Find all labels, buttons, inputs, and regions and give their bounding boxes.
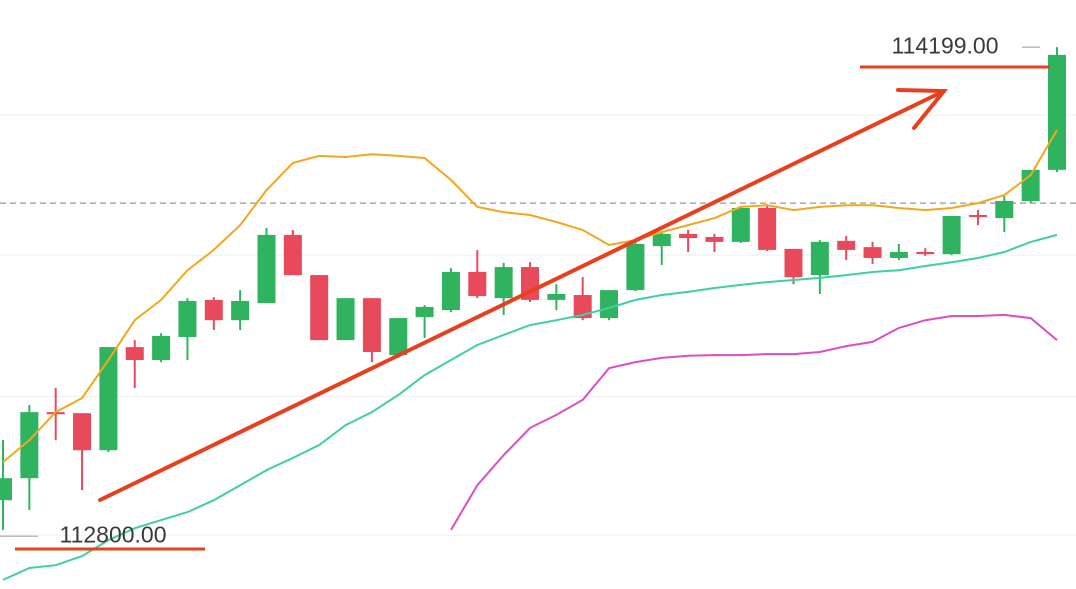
candle-body: [995, 200, 1014, 219]
indicator-line: [2, 233, 1058, 581]
candle-body: [178, 300, 197, 337]
candle-body: [784, 248, 803, 278]
candle-body: [573, 295, 592, 319]
candle-body: [652, 233, 671, 247]
candle-body: [362, 298, 381, 353]
candle-body: [837, 240, 856, 250]
candle-body: [336, 298, 355, 341]
candle-body: [257, 234, 276, 304]
candle-body: [494, 267, 513, 299]
candle-body: [0, 478, 12, 501]
candle-body: [152, 335, 171, 361]
candle-body: [20, 412, 39, 479]
candle-body: [547, 293, 566, 300]
candle-body: [600, 290, 619, 319]
candle-body: [889, 252, 908, 258]
candle-body: [916, 252, 935, 255]
price-label: 114199.00: [891, 32, 998, 58]
indicator-line: [2, 129, 1058, 463]
candle-body: [942, 216, 961, 255]
candle-body: [415, 306, 434, 318]
candle-body: [468, 271, 487, 297]
candle-body: [758, 207, 777, 250]
candle-body: [231, 300, 250, 321]
candle-body: [705, 236, 724, 242]
candle-body: [626, 243, 645, 291]
candle-body: [731, 207, 750, 242]
candle-body: [99, 347, 118, 451]
candle-body: [73, 413, 92, 451]
candle-body: [204, 299, 223, 321]
candle-body: [441, 271, 460, 311]
trend-arrow: [98, 88, 949, 502]
candle-body: [310, 275, 329, 341]
candle-body: [1048, 54, 1066, 170]
candle-body: [283, 234, 302, 276]
candle-body: [389, 318, 408, 356]
candle-body: [125, 347, 144, 361]
candle-body: [679, 233, 698, 239]
price-label: 112800.00: [59, 521, 166, 547]
indicator-line: [450, 313, 1058, 531]
candle-body: [810, 241, 829, 276]
candle-body: [863, 247, 882, 258]
candle-body: [968, 214, 987, 218]
